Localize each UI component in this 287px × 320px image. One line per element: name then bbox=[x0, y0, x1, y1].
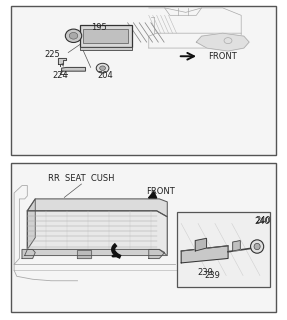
Bar bbox=[80, 47, 132, 50]
Polygon shape bbox=[27, 211, 167, 255]
Ellipse shape bbox=[251, 240, 264, 253]
Text: 239: 239 bbox=[204, 271, 220, 280]
Text: FRONT: FRONT bbox=[208, 52, 237, 61]
Polygon shape bbox=[58, 58, 66, 64]
Text: RR  SEAT  CUSH: RR SEAT CUSH bbox=[48, 174, 115, 183]
Polygon shape bbox=[25, 250, 167, 255]
Text: 225: 225 bbox=[44, 50, 60, 59]
Bar bbox=[177, 212, 270, 287]
Polygon shape bbox=[149, 250, 165, 259]
Text: FRONT: FRONT bbox=[146, 187, 175, 196]
Text: 195: 195 bbox=[91, 23, 106, 32]
Text: 240: 240 bbox=[256, 216, 272, 225]
Text: 240: 240 bbox=[255, 217, 271, 226]
Ellipse shape bbox=[69, 32, 78, 39]
Ellipse shape bbox=[96, 63, 109, 73]
Text: 239: 239 bbox=[198, 268, 214, 277]
Bar bbox=[83, 29, 129, 43]
Polygon shape bbox=[27, 199, 35, 250]
Polygon shape bbox=[196, 33, 249, 51]
Polygon shape bbox=[22, 250, 35, 259]
Ellipse shape bbox=[100, 66, 106, 70]
Polygon shape bbox=[181, 246, 228, 263]
Polygon shape bbox=[233, 241, 240, 251]
Polygon shape bbox=[62, 68, 86, 71]
Ellipse shape bbox=[254, 244, 260, 250]
Bar bbox=[80, 25, 132, 47]
Bar bbox=[11, 6, 276, 155]
Text: 204: 204 bbox=[97, 71, 113, 80]
Bar bbox=[11, 163, 276, 312]
Polygon shape bbox=[195, 238, 207, 251]
Polygon shape bbox=[27, 199, 167, 217]
Ellipse shape bbox=[65, 29, 82, 43]
Polygon shape bbox=[77, 250, 91, 259]
Text: 224: 224 bbox=[53, 71, 68, 80]
